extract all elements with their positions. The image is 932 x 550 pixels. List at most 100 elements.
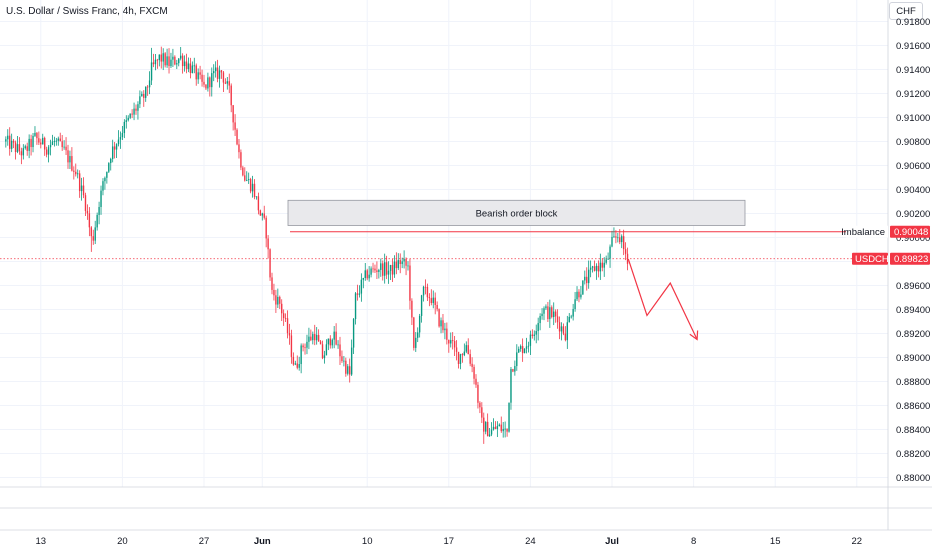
candle-body [519, 346, 522, 349]
candle-body [331, 339, 333, 346]
candle-body [401, 261, 403, 265]
candle-body [597, 265, 600, 272]
candle-body [179, 55, 182, 59]
y-tick-label: 0.90000 [896, 233, 930, 244]
candle-body [389, 264, 392, 271]
candle-body [549, 307, 551, 320]
chart-gridlines [0, 0, 888, 487]
candle-body [385, 262, 388, 275]
candle-body [275, 295, 277, 305]
candle-body [42, 137, 44, 145]
y-tick-label: 0.91800 [896, 17, 930, 28]
candle-body [362, 278, 365, 280]
candle-body [500, 424, 502, 432]
candle-body [115, 144, 118, 150]
candle-body [560, 326, 563, 332]
candle-body [224, 82, 227, 84]
x-tick-label: 17 [444, 536, 455, 547]
x-tick-label: 10 [362, 536, 373, 547]
candle-body [514, 366, 516, 372]
candle-body [358, 293, 361, 295]
candle-body [249, 179, 252, 192]
currency-button[interactable]: CHF [889, 2, 923, 20]
candle-body [7, 135, 9, 140]
candle-body [337, 344, 339, 346]
candle-body [595, 265, 598, 271]
candle-body [96, 214, 98, 228]
candle-body [566, 322, 569, 341]
candle-body [459, 354, 462, 364]
candle-body [195, 65, 197, 80]
candle-body [59, 138, 61, 142]
candle-body [181, 55, 184, 67]
candle-body [148, 80, 151, 88]
candle-body [174, 56, 176, 65]
price-axis: 0.91600 0.91400 0.91200 0.91000 0.90800 0.906… [896, 17, 930, 484]
candle-body [94, 227, 96, 241]
candle-body [80, 185, 83, 192]
candle-body [259, 210, 262, 216]
candle-body [203, 81, 205, 85]
candle-body [244, 175, 246, 181]
candle-body [164, 53, 166, 66]
candle-body [257, 196, 260, 211]
candle-body [411, 300, 413, 318]
x-tick-label: Jul [605, 536, 619, 547]
candle-body [613, 236, 615, 238]
candle-body [292, 356, 295, 365]
candle-body [185, 61, 188, 70]
candle-body [554, 311, 557, 317]
candle-body [622, 236, 625, 250]
candle-body [36, 132, 38, 139]
candle-body [135, 108, 137, 111]
candle-body [127, 117, 129, 121]
candle-body [601, 262, 603, 268]
candle-body [323, 355, 326, 359]
candle-body [47, 147, 50, 155]
candle-body [469, 354, 471, 364]
candle-body [193, 65, 195, 67]
candle-body [242, 167, 244, 176]
candle-body [364, 270, 366, 279]
candle-body [354, 293, 357, 320]
candle-body [110, 158, 112, 164]
candle-body [65, 146, 67, 151]
candle-body [82, 185, 85, 196]
y-tick-label: 0.90400 [896, 185, 930, 196]
candle-body [314, 334, 316, 341]
candle-body [603, 262, 605, 268]
candle-body [191, 65, 194, 74]
candle-body [106, 171, 108, 178]
candle-body [527, 345, 530, 347]
candle-body [34, 132, 36, 136]
candle-body [111, 146, 114, 159]
candle-body [512, 369, 514, 372]
candle-body [586, 276, 588, 284]
candle-body [589, 267, 592, 270]
candle-body [143, 93, 145, 98]
candle-body [453, 341, 456, 348]
candle-body [205, 84, 207, 89]
candle-body [440, 320, 442, 327]
candle-body [343, 360, 345, 362]
candle-body [471, 363, 473, 367]
candle-body [22, 148, 25, 156]
candle-body [356, 293, 359, 295]
candle-body [300, 345, 302, 365]
candle-body [265, 217, 267, 239]
candle-body [141, 93, 143, 97]
candle-body [424, 286, 427, 288]
candle-body [218, 70, 221, 79]
candle-body [277, 296, 279, 305]
candle-body [457, 351, 460, 364]
candle-body [475, 378, 477, 385]
candle-body [405, 258, 407, 266]
candle-body [267, 238, 269, 250]
candle-body [269, 249, 271, 278]
candle-body [16, 144, 19, 153]
candle-body [236, 129, 238, 145]
candle-body [576, 291, 578, 300]
candle-body [170, 59, 172, 67]
candle-body [304, 347, 306, 349]
